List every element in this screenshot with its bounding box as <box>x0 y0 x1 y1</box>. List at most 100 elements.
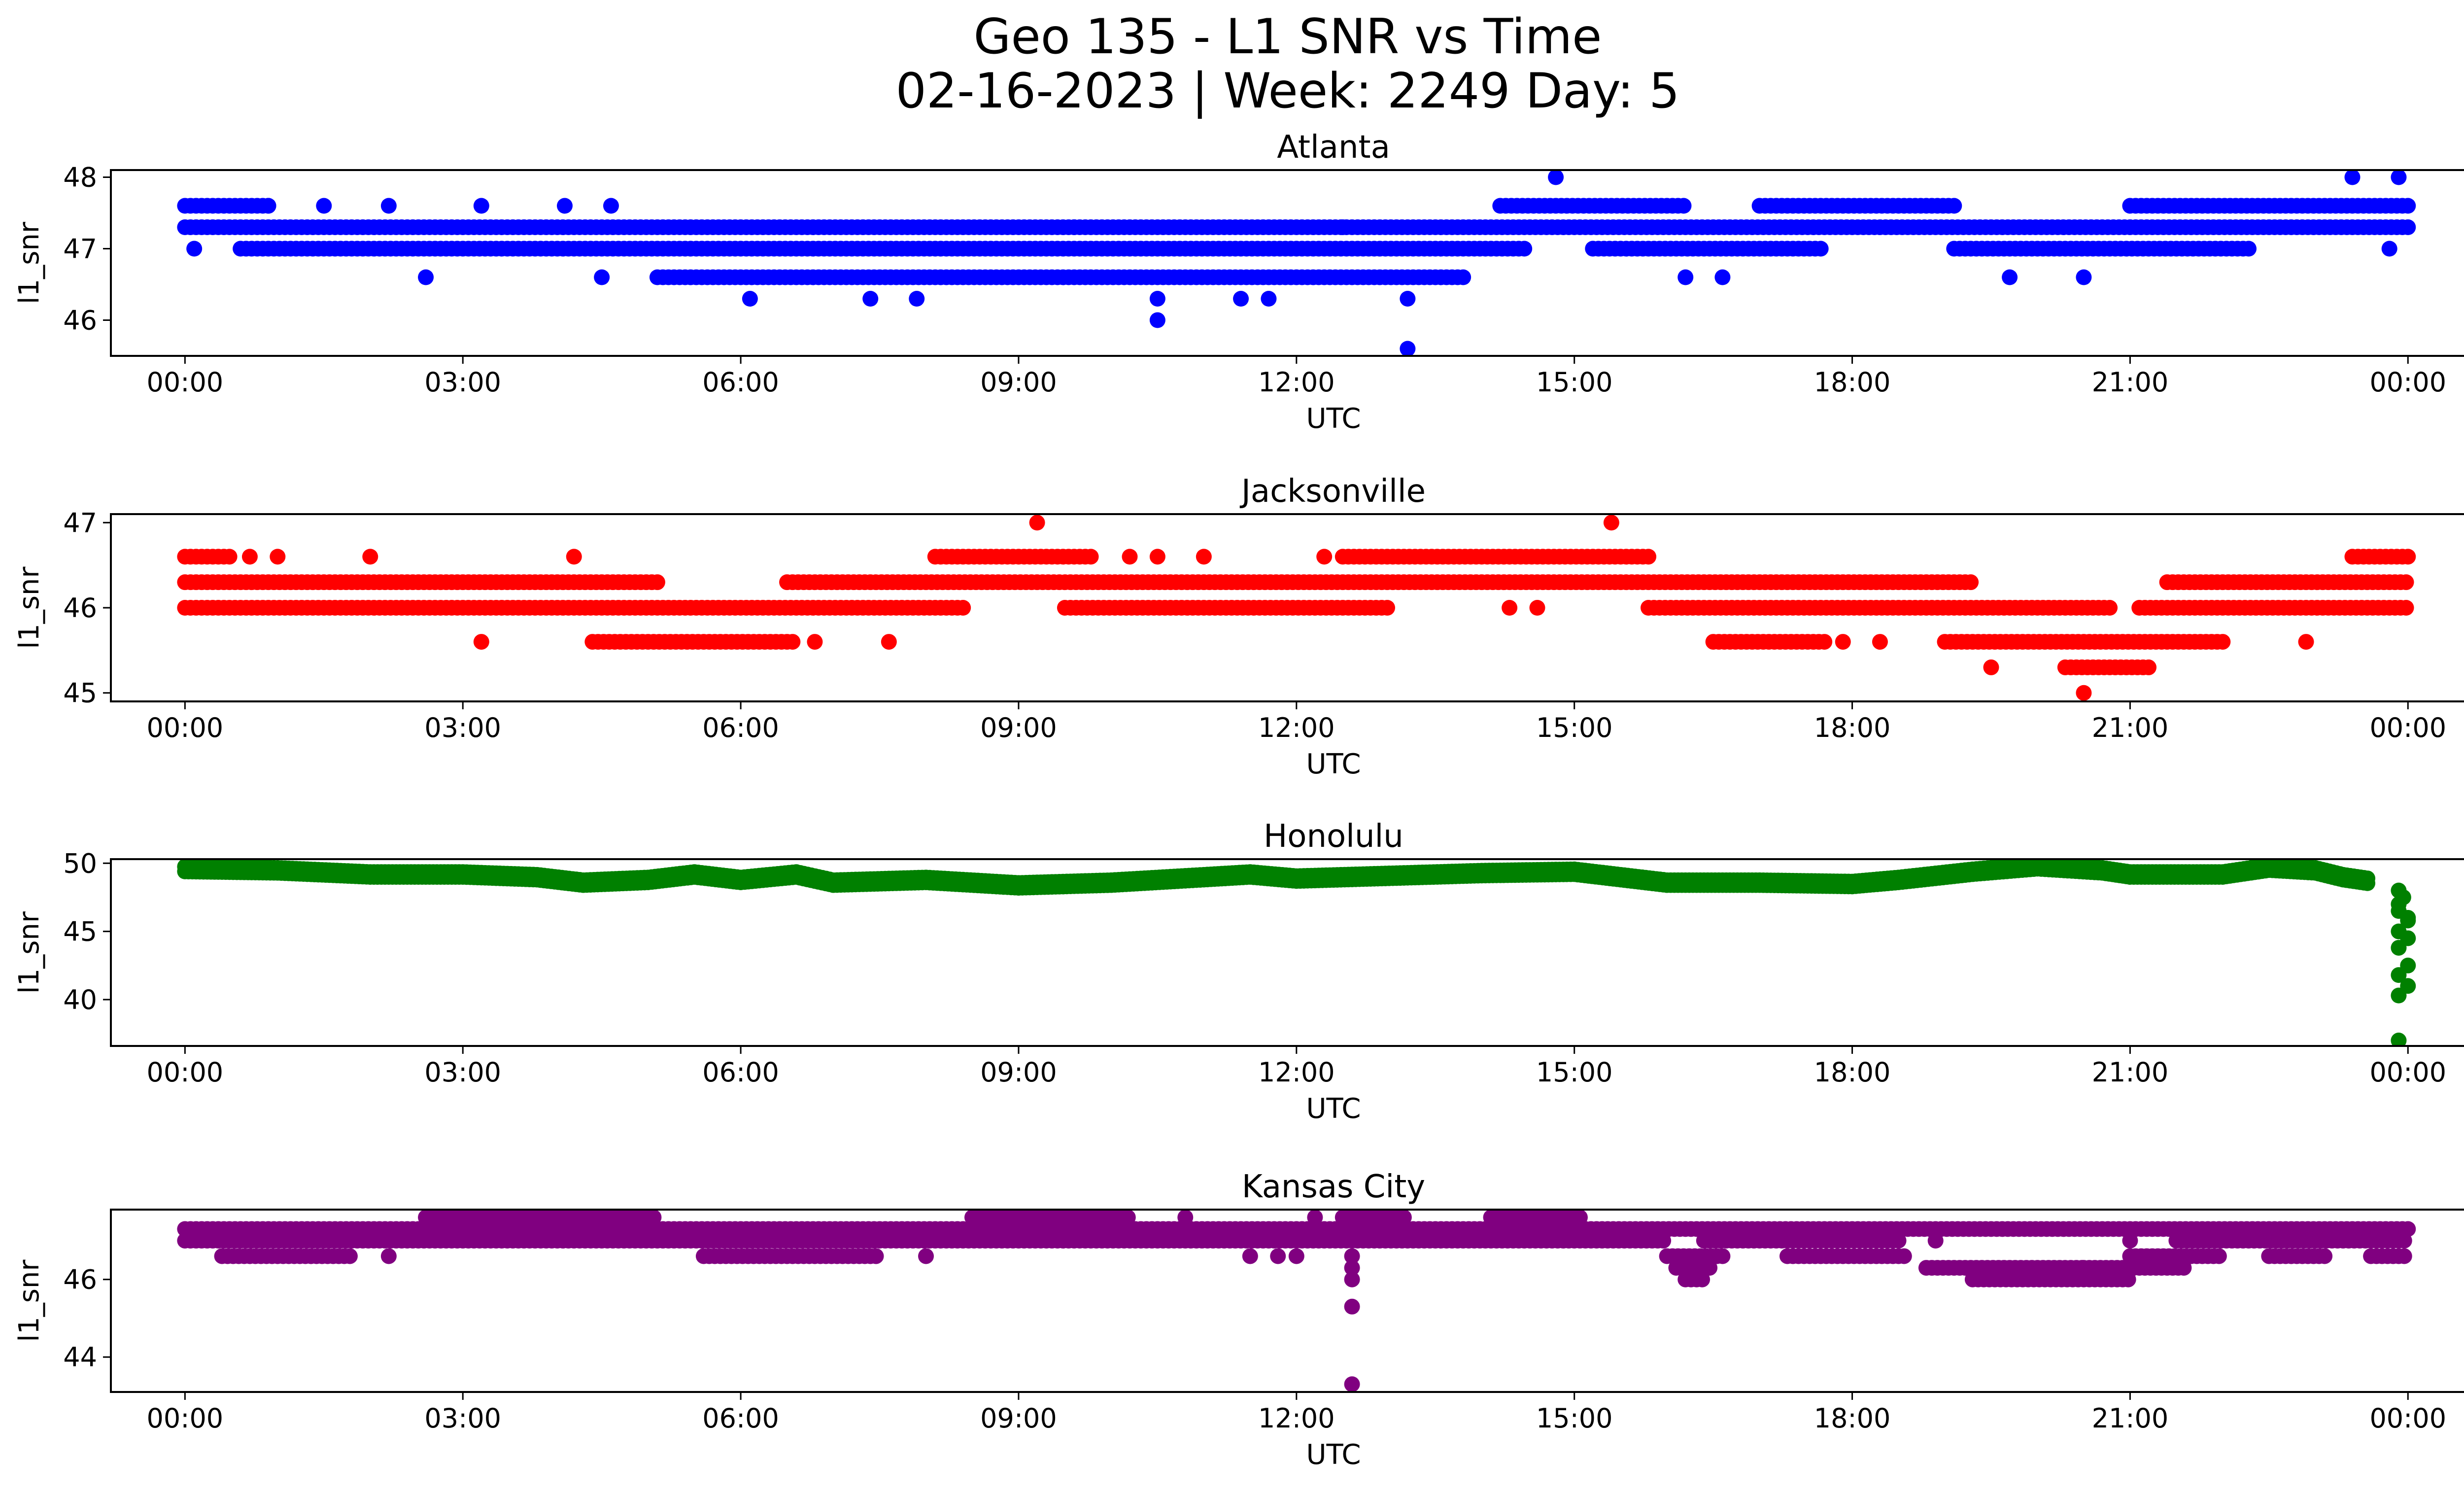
x-tick-label: 00:00 <box>147 367 224 398</box>
data-point <box>186 241 203 257</box>
data-point <box>2360 870 2376 887</box>
data-point <box>1946 198 1962 214</box>
data-point <box>868 1248 884 1264</box>
data-point <box>473 634 489 650</box>
data-point <box>2076 685 2092 701</box>
data-point <box>1641 549 1657 565</box>
data-point <box>221 549 238 565</box>
data-point <box>603 198 619 214</box>
x-tick-label: 03:00 <box>424 712 501 743</box>
data-point <box>1983 659 1999 675</box>
x-tick-label: 06:00 <box>702 712 779 743</box>
data-point <box>1603 515 1619 531</box>
y-tick-label: 46 <box>63 1264 97 1295</box>
data-point <box>1572 1210 1588 1225</box>
data-point <box>1120 1210 1136 1225</box>
y-tick-label: 50 <box>63 848 97 879</box>
x-tick-label: 15:00 <box>1536 367 1613 398</box>
data-point <box>594 269 610 285</box>
data-point <box>1676 198 1692 214</box>
y-axis-label: l1_snr <box>13 911 45 994</box>
data-point <box>1122 549 1138 565</box>
data-point <box>1242 1248 1258 1264</box>
data-point <box>1379 600 1396 616</box>
series-markers <box>177 1210 2416 1392</box>
data-point <box>1344 1271 1360 1287</box>
x-tick-label: 09:00 <box>980 1403 1057 1434</box>
subplot-title: Kansas City <box>1242 1169 1425 1205</box>
y-tick-label: 46 <box>63 592 97 624</box>
x-tick-label: 18:00 <box>1814 367 1891 398</box>
x-axis-label: UTC <box>1306 1093 1361 1125</box>
data-point <box>909 291 925 307</box>
data-point <box>1149 291 1165 307</box>
x-tick-label: 09:00 <box>980 712 1057 743</box>
data-point <box>881 634 897 650</box>
axes-frame <box>110 1209 2464 1393</box>
data-point <box>270 549 286 565</box>
data-point <box>2344 170 2361 185</box>
data-point <box>1196 549 1212 565</box>
data-point <box>2381 241 2397 257</box>
data-point <box>2398 574 2414 591</box>
y-tick-label: 40 <box>63 984 97 1015</box>
y-tick-label: 46 <box>63 305 97 336</box>
data-point <box>1149 312 1165 328</box>
subplot-title: Atlanta <box>1277 129 1390 166</box>
x-tick-label: 12:00 <box>1258 367 1335 398</box>
subplot-title: Jacksonville <box>1239 473 1426 510</box>
x-tick-label: 00:00 <box>2369 712 2446 743</box>
x-tick-label: 15:00 <box>1536 712 1613 743</box>
data-point <box>2122 1232 2138 1249</box>
x-tick-label: 18:00 <box>1814 1057 1891 1088</box>
data-point <box>1029 515 1045 531</box>
data-point <box>2240 241 2257 257</box>
subplot-2: 00:00 03:00 06:00 09:00 12:00 15:00 18:00 21:00… <box>13 818 2464 1125</box>
x-tick-label: 15:00 <box>1536 1403 1613 1434</box>
data-point <box>2395 889 2411 905</box>
data-point <box>2400 198 2416 214</box>
subplot-1: 00:00 03:00 06:00 09:00 12:00 15:00 18:00 21:00… <box>13 473 2464 780</box>
data-point <box>1516 241 1533 257</box>
data-point <box>1963 574 1979 591</box>
data-point <box>1288 1248 1304 1264</box>
x-tick-label: 15:00 <box>1536 1057 1613 1088</box>
data-point <box>1694 1271 1711 1287</box>
data-point <box>1702 1260 1718 1276</box>
data-point <box>1344 1248 1360 1264</box>
y-tick-label: 47 <box>63 234 97 265</box>
data-point <box>1149 549 1165 565</box>
x-tick-label: 03:00 <box>424 1403 501 1434</box>
y-tick-label: 47 <box>63 507 97 538</box>
data-point <box>1677 269 1694 285</box>
x-tick-label: 00:00 <box>2369 1403 2446 1434</box>
x-tick-label: 00:00 <box>147 1057 224 1088</box>
data-point <box>2002 269 2018 285</box>
data-point <box>1548 170 1564 185</box>
data-point <box>1344 1298 1360 1315</box>
axes-frame <box>110 169 2464 357</box>
data-point <box>473 198 489 214</box>
data-point <box>1261 291 1277 307</box>
data-point <box>2400 909 2416 926</box>
x-axis-label: UTC <box>1306 403 1361 435</box>
data-point <box>807 634 823 650</box>
data-point <box>1177 1210 1194 1225</box>
data-point <box>1655 1232 1672 1249</box>
data-point <box>646 1210 662 1225</box>
x-axis-label: UTC <box>1306 1439 1361 1471</box>
y-axis-label: l1_snr <box>13 566 45 649</box>
subplot-0: 00:00 03:00 06:00 09:00 12:00 15:00 18:00 21:00… <box>13 129 2464 435</box>
data-point <box>1307 1210 1323 1225</box>
series-markers <box>177 859 2416 1046</box>
data-point <box>1335 219 1351 235</box>
data-point <box>380 198 397 214</box>
y-tick-label: 45 <box>63 916 97 947</box>
data-point <box>2396 1248 2412 1264</box>
data-point <box>1233 291 1249 307</box>
x-tick-label: 12:00 <box>1258 1057 1335 1088</box>
x-tick-label: 06:00 <box>702 1403 779 1434</box>
data-point <box>342 1248 358 1264</box>
x-axis-label: UTC <box>1306 748 1361 780</box>
data-point <box>742 291 758 307</box>
